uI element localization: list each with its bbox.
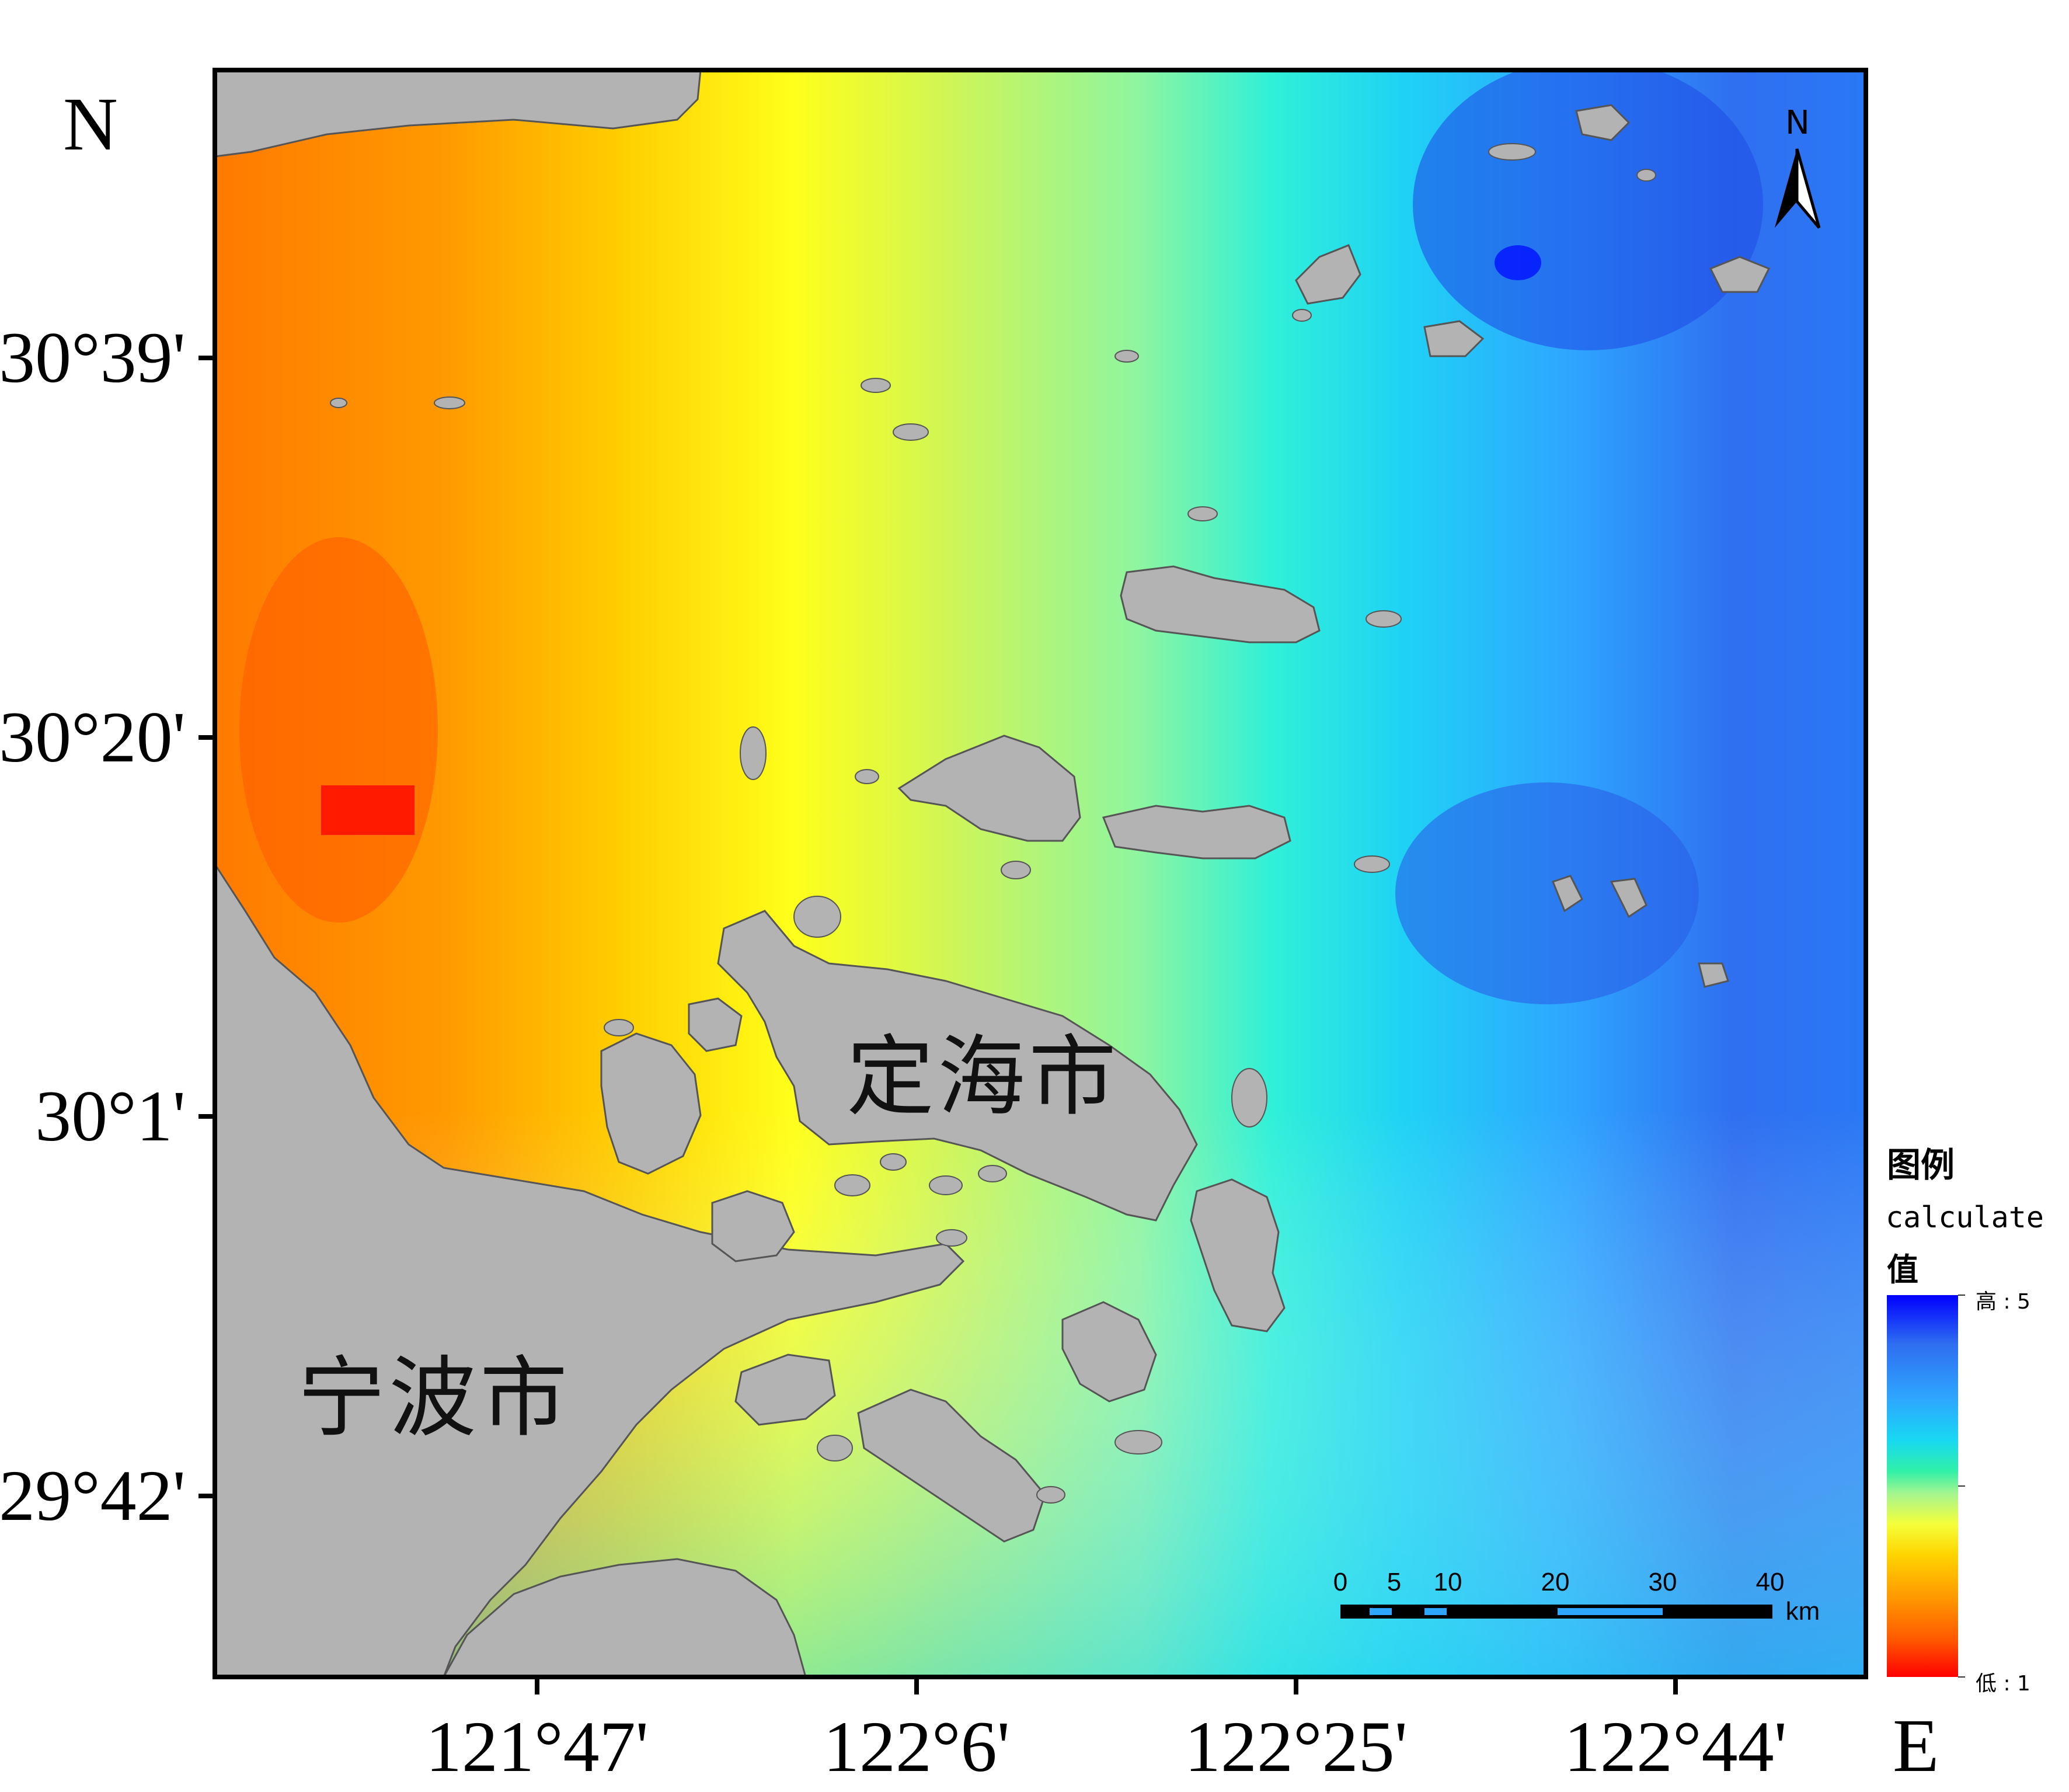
scale-bar (1340, 1605, 1772, 1619)
island-e-1 (1552, 875, 1583, 913)
legend-field: calculate (1886, 1201, 2044, 1234)
island-small-2 (711, 1190, 795, 1262)
longitude-label-2: 122°6' (823, 1707, 1010, 1787)
land-north-coast (215, 70, 702, 158)
highspot-peak (1495, 245, 1541, 280)
place-label-ningbo: 宁波市 (298, 1348, 572, 1449)
east-label: E (1893, 1704, 1939, 1788)
scale-unit: km (1785, 1597, 1820, 1626)
island-zhoushan (717, 910, 1198, 1222)
island-daishan (897, 735, 1081, 842)
legend-field-unit: 值 (1887, 1251, 1918, 1288)
legend-low-label: 低 : 1 (1976, 1672, 2030, 1696)
latitude-label-2: 30°20' (0, 697, 186, 777)
island-e-3 (1698, 962, 1729, 988)
highspot-east (1395, 782, 1699, 1004)
island-ne-3 (1575, 104, 1631, 141)
latitude-label-4: 29°42' (0, 1456, 186, 1536)
longitude-label-3: 122°25' (1185, 1707, 1408, 1787)
latitude-label-1: 30°39' (0, 318, 186, 398)
longitude-label-4: 122°44' (1564, 1707, 1787, 1787)
highspot-northeast (1413, 70, 1763, 350)
scale-tick-30: 30 (1648, 1568, 1677, 1596)
legend-title: 图例 (1887, 1145, 1955, 1185)
land-ningbo (215, 862, 965, 1677)
island-small-1 (688, 997, 743, 1052)
scale-tick-10: 10 (1433, 1568, 1462, 1596)
island-taohua (1061, 1301, 1157, 1403)
island-east-cluster (1102, 805, 1291, 860)
north-arrow-icon (1775, 148, 1821, 229)
latitude-ticks (198, 356, 215, 1498)
hotspot-max (321, 785, 415, 835)
longitude-ticks (535, 1677, 1678, 1694)
island-e-2 (1610, 878, 1647, 918)
map-body (215, 70, 1866, 1677)
legend-high-label: 高 : 5 (1976, 1290, 2030, 1314)
hotspot-west (239, 537, 438, 923)
compass-label: N (1785, 104, 1810, 142)
land-south-peninsula (443, 1558, 807, 1677)
island-qushan (1120, 565, 1321, 643)
longitude-label-1: 121°47' (426, 1707, 649, 1787)
scale-tick-0: 0 (1333, 1568, 1348, 1596)
island-zhujiajian (1190, 1178, 1286, 1332)
place-label-zhoushan: 定海市 (847, 1027, 1120, 1128)
map-frame (213, 68, 1868, 1679)
scale-tick-40: 40 (1755, 1568, 1785, 1596)
island-ne-2 (1423, 320, 1485, 357)
legend-color-ramp (1887, 1295, 1958, 1677)
island-ne-1 (1295, 244, 1361, 305)
scale-tick-20: 20 (1541, 1568, 1570, 1596)
island-liuheng (857, 1389, 1046, 1543)
islets (330, 143, 1656, 1504)
legend-ticks (1958, 1295, 1965, 1678)
island-jintang (600, 1032, 702, 1175)
island-ne-4 (1709, 256, 1771, 293)
north-label: N (63, 82, 118, 166)
latitude-label-3: 30°1' (35, 1076, 186, 1156)
scale-tick-5: 5 (1387, 1568, 1402, 1596)
island-small-3 (734, 1353, 836, 1426)
